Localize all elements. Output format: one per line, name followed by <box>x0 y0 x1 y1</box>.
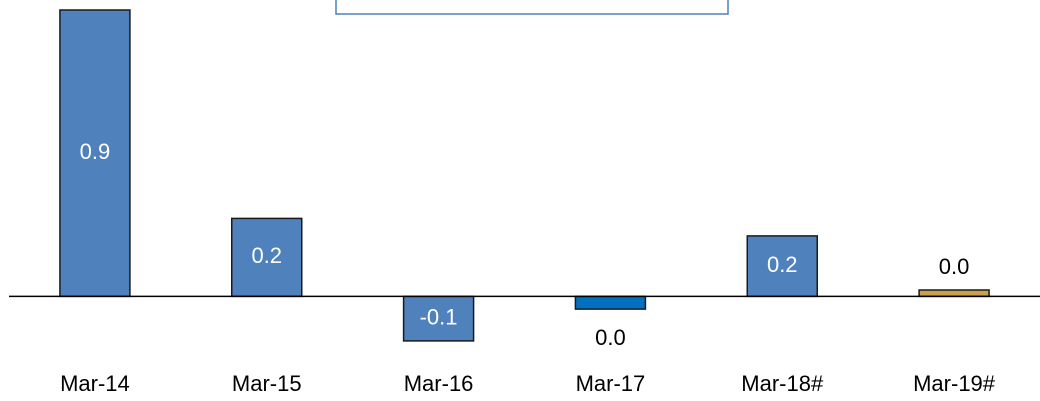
x-tick-label: Mar-16 <box>404 371 474 396</box>
x-tick-label: Mar-19# <box>913 371 996 396</box>
x-tick-label: Mar-17 <box>576 371 646 396</box>
bar <box>574 295 647 310</box>
data-label: 0.2 <box>767 252 798 277</box>
data-label: 0.0 <box>595 325 626 350</box>
bar <box>918 289 990 298</box>
bar <box>746 235 818 298</box>
bar <box>231 217 303 298</box>
data-label: -0.1 <box>420 304 458 329</box>
bar <box>59 9 131 298</box>
data-label: 0.9 <box>80 139 111 164</box>
x-tick-label: Mar-14 <box>60 371 130 396</box>
data-label: 0.0 <box>939 254 970 279</box>
x-tick-label: Mar-18# <box>741 371 824 396</box>
data-label: 0.2 <box>251 243 282 268</box>
header-box <box>335 0 729 15</box>
x-tick-label: Mar-15 <box>232 371 302 396</box>
